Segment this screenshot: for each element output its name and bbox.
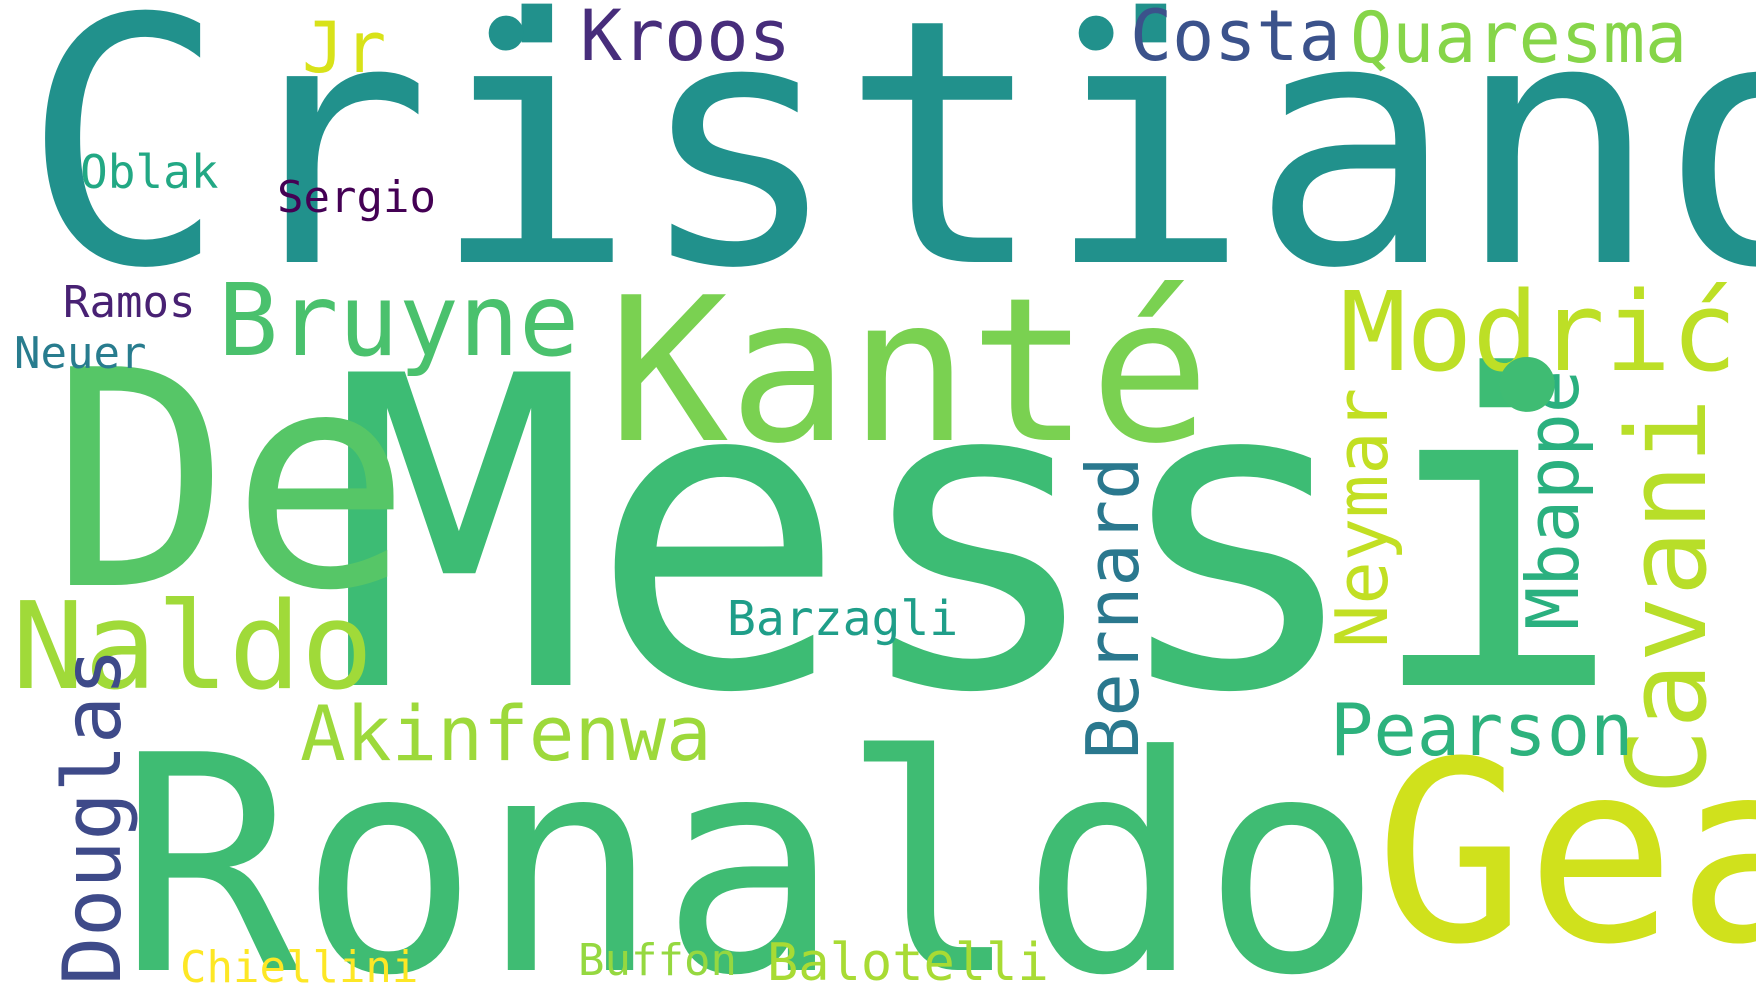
word-jr: Jr bbox=[302, 7, 386, 89]
word-cristiano: Cristiano bbox=[22, 0, 1756, 343]
word-pearson: Pearson bbox=[1330, 688, 1633, 772]
word-barzagli: Barzagli bbox=[727, 591, 958, 647]
word-buffon: Buffon bbox=[578, 935, 737, 986]
word-costa: Costa bbox=[1130, 0, 1341, 77]
word-gea: Gea bbox=[1375, 708, 1756, 994]
word-messi: Messi bbox=[330, 287, 1624, 787]
word-cavani: Cavani bbox=[1603, 398, 1731, 795]
word-neymar: Neymar bbox=[1320, 388, 1404, 648]
word-balotelli: Balotelli bbox=[767, 933, 1049, 993]
word-ramos: Ramos bbox=[63, 277, 195, 328]
word-chiellini: Chiellini bbox=[180, 942, 418, 993]
word-oblak: Oblak bbox=[80, 145, 218, 199]
word-naldo: Naldo bbox=[12, 578, 373, 717]
word-mbappé: Mbappé bbox=[1511, 370, 1595, 630]
word-kroos: Kroos bbox=[580, 0, 791, 77]
word-akinfenwa: Akinfenwa bbox=[300, 689, 712, 778]
word-ronaldo: Ronaldo bbox=[118, 692, 1382, 994]
dot: • bbox=[1060, 0, 1132, 107]
word-kanté: Kanté bbox=[608, 255, 1210, 488]
word-bernard: Bernard bbox=[1071, 457, 1155, 760]
dot: • bbox=[1470, 279, 1584, 500]
word-douglas: Douglas bbox=[46, 648, 139, 985]
word-quaresma: Quaresma bbox=[1350, 0, 1687, 79]
word-de: De bbox=[50, 307, 411, 656]
word-neuer: Neuer bbox=[14, 328, 146, 379]
word-bruyne: Bruyne bbox=[218, 262, 579, 379]
word-sergio: Sergio bbox=[277, 172, 436, 223]
dot: • bbox=[470, 0, 542, 107]
word-modrić: Modrić bbox=[1340, 268, 1737, 396]
